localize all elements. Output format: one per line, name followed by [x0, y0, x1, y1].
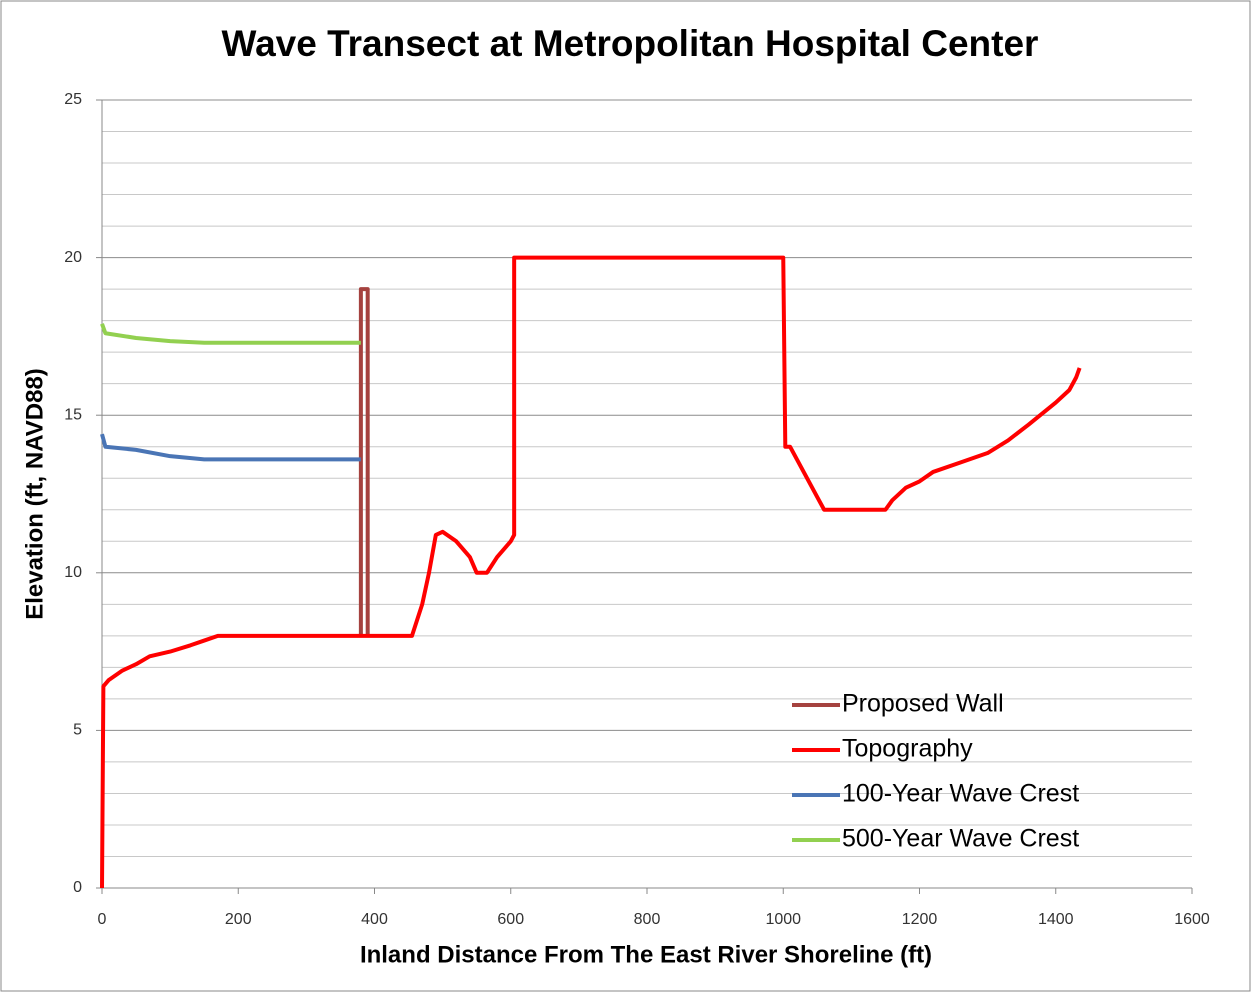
- y-tick-label: 0: [73, 879, 82, 896]
- legend-label: 100-Year Wave Crest: [842, 780, 1079, 808]
- legend-label: 500-Year Wave Crest: [842, 825, 1079, 853]
- x-tick-label: 400: [361, 911, 388, 928]
- x-tick-label: 200: [225, 911, 252, 928]
- legend-label: Proposed Wall: [842, 690, 1004, 718]
- y-tick-label: 15: [64, 406, 82, 423]
- y-axis-label: Elevation (ft, NAVD88): [21, 368, 48, 620]
- x-axis-label: Inland Distance From The East River Shor…: [360, 941, 932, 968]
- y-tick-label: 25: [64, 91, 82, 108]
- x-tick-label: 1200: [902, 911, 938, 928]
- x-tick-label: 0: [98, 911, 107, 928]
- chart-title: Wave Transect at Metropolitan Hospital C…: [222, 23, 1039, 64]
- series-line: [100, 433, 361, 462]
- legend-label: Topography: [842, 735, 973, 763]
- y-tick-label: 20: [64, 249, 82, 266]
- x-tick-label: 1600: [1174, 911, 1210, 928]
- y-tick-label: 10: [64, 564, 82, 581]
- x-tick-label: 1400: [1038, 911, 1074, 928]
- x-tick-label: 600: [497, 911, 524, 928]
- x-tick-label: 1000: [765, 911, 801, 928]
- series-line: [358, 287, 370, 636]
- series-line: [100, 323, 361, 345]
- series-line: [100, 255, 1082, 889]
- x-tick-label: 800: [634, 911, 661, 928]
- y-tick-label: 5: [73, 722, 82, 739]
